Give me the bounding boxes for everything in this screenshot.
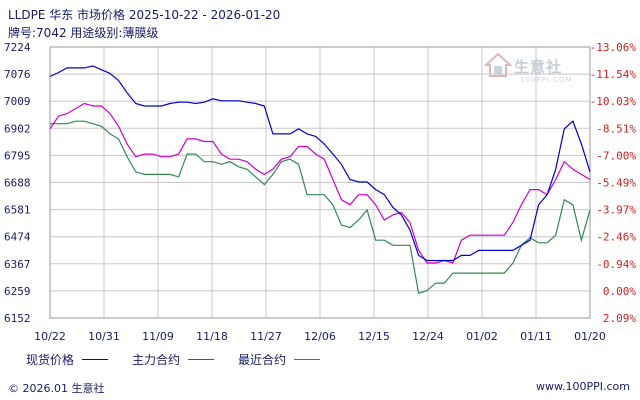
legend-label: 最近合约: [238, 353, 287, 367]
y-axis-left: 6152 6259 6367 6474 6581 6688 6795 6902 7009 7076…: [4, 41, 31, 325]
y-tick-label: 7009: [4, 95, 31, 108]
y-tick-label: 6581: [4, 204, 31, 217]
y-right-tick-label: -5.49%: [596, 177, 636, 190]
legend-item: 主力合约: [132, 351, 215, 368]
legend-swatch: [294, 359, 321, 360]
legend-label: 现货价格: [26, 353, 75, 367]
y-tick-label: 6902: [4, 122, 31, 135]
watermark-text: 生意社: [514, 58, 563, 76]
legend-label: 主力合约: [132, 353, 181, 367]
y-right-tick-label: 0.00%: [603, 285, 636, 298]
y-tick-label: 6474: [4, 231, 31, 244]
grid-lines: [49, 46, 591, 319]
y-right-tick-label: -0.94%: [596, 258, 636, 271]
series-line-spot: [49, 65, 591, 262]
y-tick-label: 6152: [4, 312, 31, 325]
y-right-tick-label: 2.09%: [603, 312, 636, 325]
x-tick-label: 11/27: [250, 330, 282, 343]
y-right-tick-label: -10.03%: [590, 95, 637, 108]
y-right-tick-label: -3.97%: [596, 204, 636, 217]
y-right-tick-label: -13.06%: [590, 41, 637, 54]
x-axis: 10/22 10/31 11/09 11/18 11/27 12/06 12/15 12/24…: [34, 330, 606, 343]
x-tick-label: 10/22: [34, 330, 66, 343]
y-tick-label: 6259: [4, 285, 31, 298]
x-tick-label: 12/24: [412, 330, 444, 343]
y-right-tick-label: -8.51%: [596, 122, 636, 135]
y-tick-label: 6688: [4, 177, 31, 190]
copyright-text: © 2026.01 生意社: [8, 382, 105, 395]
legend-item: 最近合约: [238, 351, 321, 368]
watermark-logo: 生意社 100PPI.COM: [483, 52, 584, 92]
series-line-main: [49, 102, 591, 264]
chart-title: LLDPE 华东 市场价格 2025-10-22 - 2026-01-20: [8, 8, 281, 22]
series-line-recent: [50, 120, 591, 294]
y-right-tick-label: -7.00%: [596, 149, 636, 162]
y-tick-label: 6367: [4, 258, 31, 271]
series-lines: [49, 65, 591, 294]
y-tick-label: 6795: [4, 149, 31, 162]
chart-subtitle: 牌号:7042 用途级别:薄膜级: [8, 26, 159, 40]
x-tick-label: 10/31: [88, 330, 120, 343]
chart-legend: 现货价格 主力合约 最近合约: [26, 351, 344, 368]
legend-swatch: [188, 359, 215, 360]
x-tick-label: 12/06: [304, 330, 336, 343]
x-tick-label: 11/09: [142, 330, 174, 343]
x-tick-label: 01/02: [466, 330, 498, 343]
site-url: www.100PPI.com: [536, 380, 630, 393]
legend-swatch: [82, 359, 109, 360]
legend-item: 现货价格: [26, 351, 109, 368]
x-tick-label: 12/15: [358, 330, 390, 343]
y-tick-label: 7224: [4, 41, 31, 54]
x-tick-label: 01/11: [520, 330, 552, 343]
watermark-sub: 100PPI.COM: [520, 76, 573, 84]
plot-border: [49, 46, 591, 319]
house-logo-icon: [483, 52, 513, 77]
y-right-tick-label: -2.46%: [596, 231, 636, 244]
y-axis-right: 2.09% 0.00% -0.94% -2.46% -3.97% -5.49% -7.00%…: [590, 41, 637, 325]
x-tick-label: 01/20: [574, 330, 606, 343]
x-tick-label: 11/18: [196, 330, 228, 343]
y-tick-label: 7076: [4, 68, 31, 81]
y-right-tick-label: -11.54%: [590, 68, 637, 81]
